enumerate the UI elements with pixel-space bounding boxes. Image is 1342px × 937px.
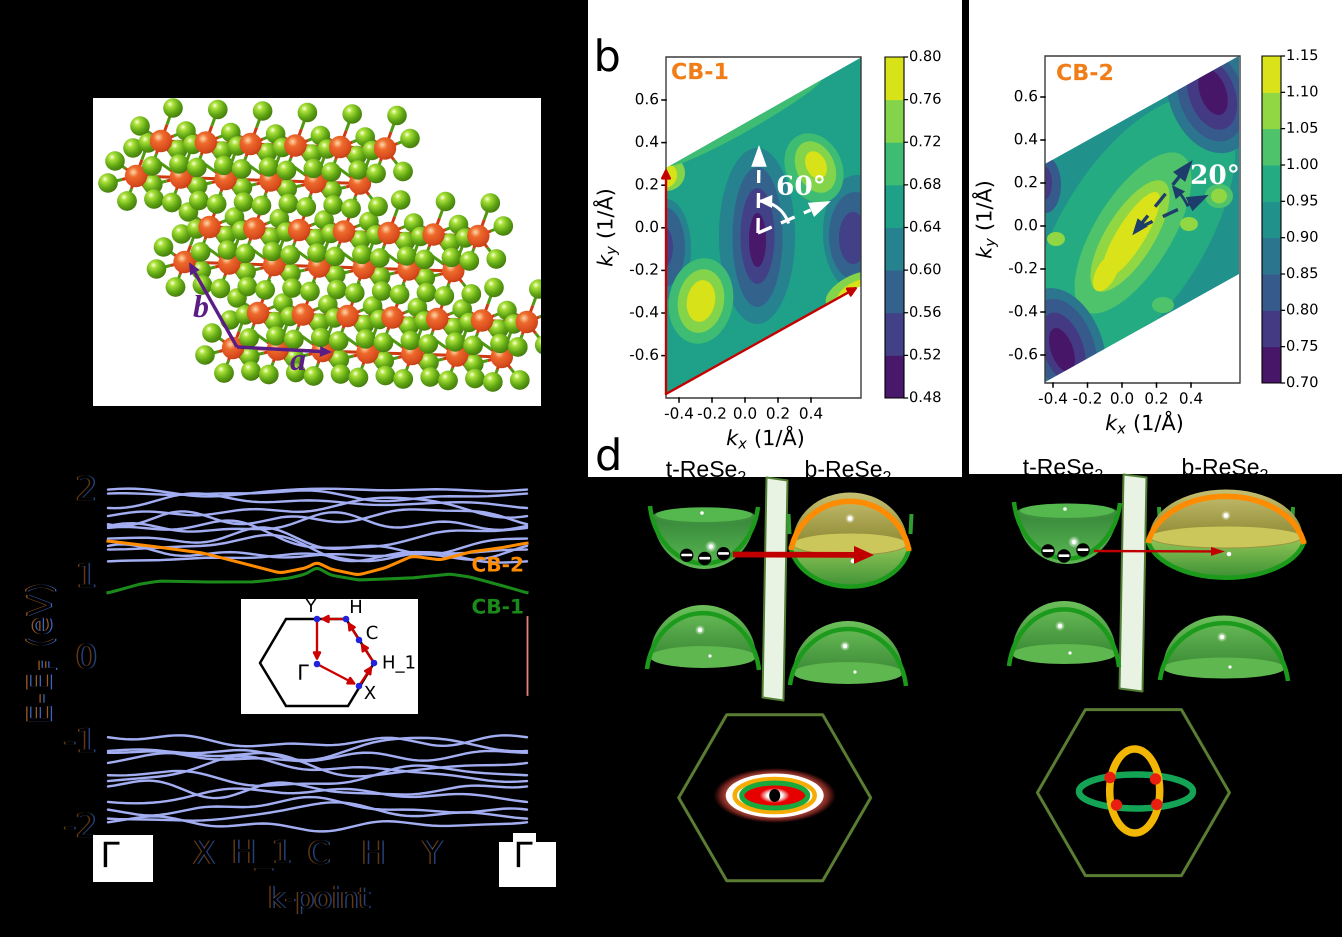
svg-text:a: a	[290, 341, 306, 377]
svg-text:b-ReSe2: b-ReSe2	[1182, 454, 1269, 484]
svg-text:b: b	[193, 288, 209, 324]
svg-text:t-ReSe2: t-ReSe2	[666, 456, 747, 486]
svg-text:b-ReSe2: b-ReSe2	[805, 456, 892, 486]
svg-text:t-ReSe2: t-ReSe2	[1023, 454, 1104, 484]
